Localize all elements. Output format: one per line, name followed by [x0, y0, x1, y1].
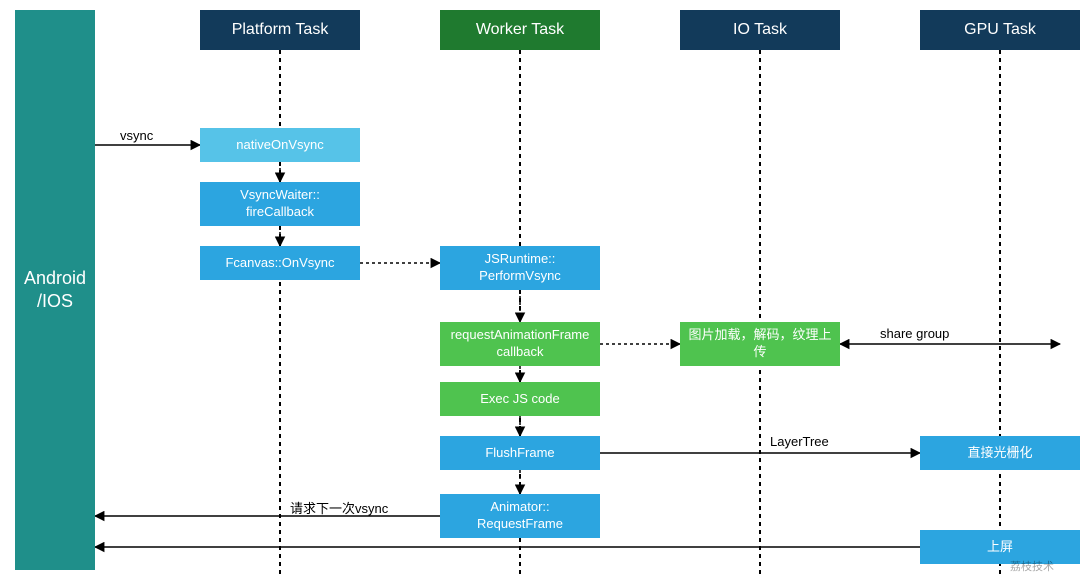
node-fcanvasOnVsync: Fcanvas::OnVsync: [200, 246, 360, 280]
edge-label-e_vsync: vsync: [120, 128, 153, 143]
node-flushFrame: FlushFrame: [440, 436, 600, 470]
column-header-gpu: GPU Task: [920, 10, 1080, 50]
node-vsyncWaiter: VsyncWaiter:: fireCallback: [200, 182, 360, 226]
lane-android-ios: Android /IOS: [15, 10, 95, 570]
sequence-diagram: Android /IOS Platform Task Worker Task IO T…: [0, 0, 1080, 577]
node-raster: 直接光栅化: [920, 436, 1080, 470]
node-jsRuntime: JSRuntime:: PerformVsync: [440, 246, 600, 290]
column-header-platform: Platform Task: [200, 10, 360, 50]
node-nativeOnVsync: nativeOnVsync: [200, 128, 360, 162]
node-raf: requestAnimationFrame callback: [440, 322, 600, 366]
edge-label-e_layerTree: LayerTree: [770, 434, 829, 449]
watermark: 荔枝技术: [1010, 558, 1054, 574]
node-present: 上屏: [920, 530, 1080, 564]
node-execJs: Exec JS code: [440, 382, 600, 416]
column-header-io: IO Task: [680, 10, 840, 50]
node-ioLoad: 图片加载，解码，纹理上传: [680, 322, 840, 366]
node-animatorReq: Animator:: RequestFrame: [440, 494, 600, 538]
edge-label-e_reqVsync: 请求下一次vsync: [290, 498, 388, 517]
edge-label-e_share: share group: [880, 326, 949, 341]
column-header-worker: Worker Task: [440, 10, 600, 50]
